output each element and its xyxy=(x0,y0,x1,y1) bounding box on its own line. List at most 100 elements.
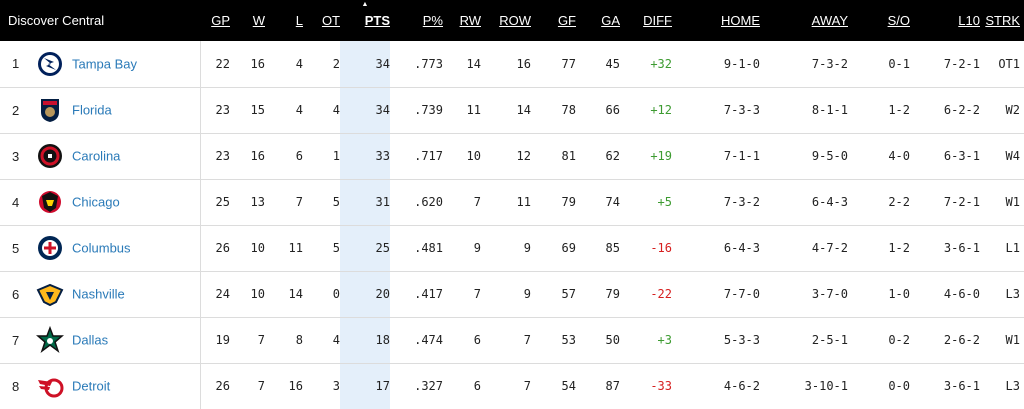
col-header-ga[interactable]: GA xyxy=(601,13,620,28)
l10-cell: 6-2-2 xyxy=(943,103,980,117)
ga-cell: 79 xyxy=(605,287,620,301)
so-cell: 4-0 xyxy=(888,149,910,163)
gp-cell: 26 xyxy=(215,241,230,255)
home-cell: 6-4-3 xyxy=(723,241,760,255)
team-row[interactable]: 8 Detroit 26 7 16 3 17 .327 6 7 54 87 -33 4-6-2 3-10-1… xyxy=(0,363,1024,409)
team-row[interactable]: 1 Tampa Bay 22 16 4 2 34 .773 14 16 77 45 +32 9-1-0 7-… xyxy=(0,41,1024,87)
rank-cell: 7 xyxy=(12,332,20,348)
pts-cell: 18 xyxy=(340,317,390,363)
row-cell: 16 xyxy=(516,56,531,71)
col-header-ot[interactable]: OT xyxy=(321,13,340,28)
strk-cell: W2 xyxy=(1005,103,1020,117)
pct-cell: .417 xyxy=(414,287,443,301)
col-header-rw[interactable]: RW xyxy=(459,13,481,28)
team-cell: Carolina xyxy=(30,133,201,179)
l10-cell: 3-6-1 xyxy=(943,241,980,255)
gf-cell: 57 xyxy=(561,287,576,301)
away-cell: 9-5-0 xyxy=(811,149,848,163)
ot-cell: 5 xyxy=(332,195,340,209)
team-name-link[interactable]: Nashville xyxy=(72,286,125,302)
rw-cell: 10 xyxy=(466,149,481,163)
team-row[interactable]: 2 Florida 23 15 4 4 34.739 11 14 78 66 +12 7-3-3 8-1-… xyxy=(0,87,1024,133)
w-cell: 15 xyxy=(250,103,265,117)
home-cell: 4-6-2 xyxy=(723,379,760,394)
gf-cell: 53 xyxy=(561,333,576,347)
col-header-pct[interactable]: P% xyxy=(422,13,443,28)
team-name-link[interactable]: Chicago xyxy=(72,194,120,210)
l-cell: 7 xyxy=(295,195,303,209)
col-header-away[interactable]: AWAY xyxy=(811,13,848,28)
team-name-link[interactable]: Detroit xyxy=(72,378,111,394)
ot-cell: 0 xyxy=(332,287,340,301)
col-header-home[interactable]: HOME xyxy=(721,13,760,28)
team-name-link[interactable]: Dallas xyxy=(72,332,109,348)
strk-cell: W4 xyxy=(1005,149,1020,163)
strk-cell: L3 xyxy=(1005,287,1020,301)
team-row[interactable]: 4 Chicago 25 13 7 5 31 .620 7 11 79 74 +5 7-3-2 6-4-3 2… xyxy=(0,179,1024,225)
col-header-gf[interactable]: GF xyxy=(557,13,576,28)
team-row[interactable]: 7 Dallas 19 7 8 4 18 .474 6 7 53 50 +3 5-3-3 2-5-1 0-2 2… xyxy=(0,317,1024,363)
ga-cell: 74 xyxy=(605,195,620,209)
away-cell: 6-4-3 xyxy=(811,195,848,209)
pts-cell: 20 xyxy=(340,271,390,317)
team-cell: Dallas xyxy=(30,317,201,363)
gp-cell: 23 xyxy=(215,149,230,163)
strk-cell: W1 xyxy=(1005,195,1020,209)
l10-cell: 3-6-1 xyxy=(943,379,980,394)
pts-cell: 17 xyxy=(340,363,390,409)
strk-cell: L3 xyxy=(1005,379,1020,394)
strk-cell: W1 xyxy=(1005,333,1020,347)
team-name-link[interactable]: Carolina xyxy=(72,148,121,164)
l-cell: 4 xyxy=(295,103,303,117)
row-cell: 9 xyxy=(523,287,531,301)
team-row[interactable]: 3 Carolina 23 16 6 1 33 .717 10 12 81 62 +19 7-1-1 9-5… xyxy=(0,133,1024,179)
pct-cell: .717 xyxy=(414,149,443,163)
home-cell: 7-3-2 xyxy=(723,195,760,209)
ot-cell: 4 xyxy=(332,333,340,347)
pts-cell: 25 xyxy=(340,225,390,271)
team-cell: Detroit xyxy=(30,363,201,409)
ga-cell: 87 xyxy=(605,379,620,394)
columbus-blue-jackets-logo-icon xyxy=(38,236,62,260)
team-name-link[interactable]: Tampa Bay xyxy=(72,56,138,72)
col-header-row[interactable]: ROW xyxy=(499,13,531,28)
col-header-gp[interactable]: GP xyxy=(211,13,230,28)
col-header-pts[interactable]: ▲ PTS xyxy=(340,0,390,41)
ot-cell: 2 xyxy=(332,56,340,71)
home-cell: 7-3-3 xyxy=(723,103,760,117)
gp-cell: 19 xyxy=(215,333,230,347)
rw-cell: 11 xyxy=(466,103,481,117)
team-cell: Columbus xyxy=(30,225,201,271)
col-header-strk[interactable]: STRK xyxy=(985,13,1020,28)
team-row[interactable]: 6 Nashville 24 10 14 0 20.417 7 9 57 79 -22 7-7-0 3-7… xyxy=(0,271,1024,317)
so-cell: 0-1 xyxy=(888,56,910,71)
team-name-link[interactable]: Columbus xyxy=(72,240,131,256)
ot-cell: 3 xyxy=(332,379,340,394)
ga-cell: 45 xyxy=(605,56,620,71)
rw-cell: 7 xyxy=(473,287,481,301)
team-name-link[interactable]: Florida xyxy=(72,102,112,118)
ot-cell: 1 xyxy=(332,149,340,163)
diff-cell: -33 xyxy=(650,379,672,394)
w-cell: 7 xyxy=(257,333,265,347)
rw-cell: 14 xyxy=(466,56,481,71)
rw-cell: 6 xyxy=(473,379,481,394)
strk-cell: OT1 xyxy=(998,56,1020,71)
ot-cell: 5 xyxy=(332,241,340,255)
pct-cell: .620 xyxy=(414,195,443,209)
col-header-diff[interactable]: DIFF xyxy=(643,13,672,28)
away-cell: 3-7-0 xyxy=(811,287,848,301)
col-header-l[interactable]: L xyxy=(295,13,303,28)
ot-cell: 4 xyxy=(332,103,340,117)
home-cell: 9-1-0 xyxy=(723,56,760,71)
w-cell: 10 xyxy=(250,287,265,301)
diff-cell: -16 xyxy=(650,241,672,255)
col-header-so[interactable]: S/O xyxy=(887,13,910,28)
w-cell: 16 xyxy=(250,149,265,163)
col-header-w[interactable]: W xyxy=(252,13,265,28)
gp-cell: 24 xyxy=(215,287,230,301)
team-row[interactable]: 5 Columbus 26 10 11 5 25.481 9 9 69 85 -16 6-4-3 4-7-… xyxy=(0,225,1024,271)
home-cell: 7-1-1 xyxy=(723,149,760,163)
col-header-l10[interactable]: L10 xyxy=(958,13,980,28)
row-cell: 14 xyxy=(516,103,531,117)
